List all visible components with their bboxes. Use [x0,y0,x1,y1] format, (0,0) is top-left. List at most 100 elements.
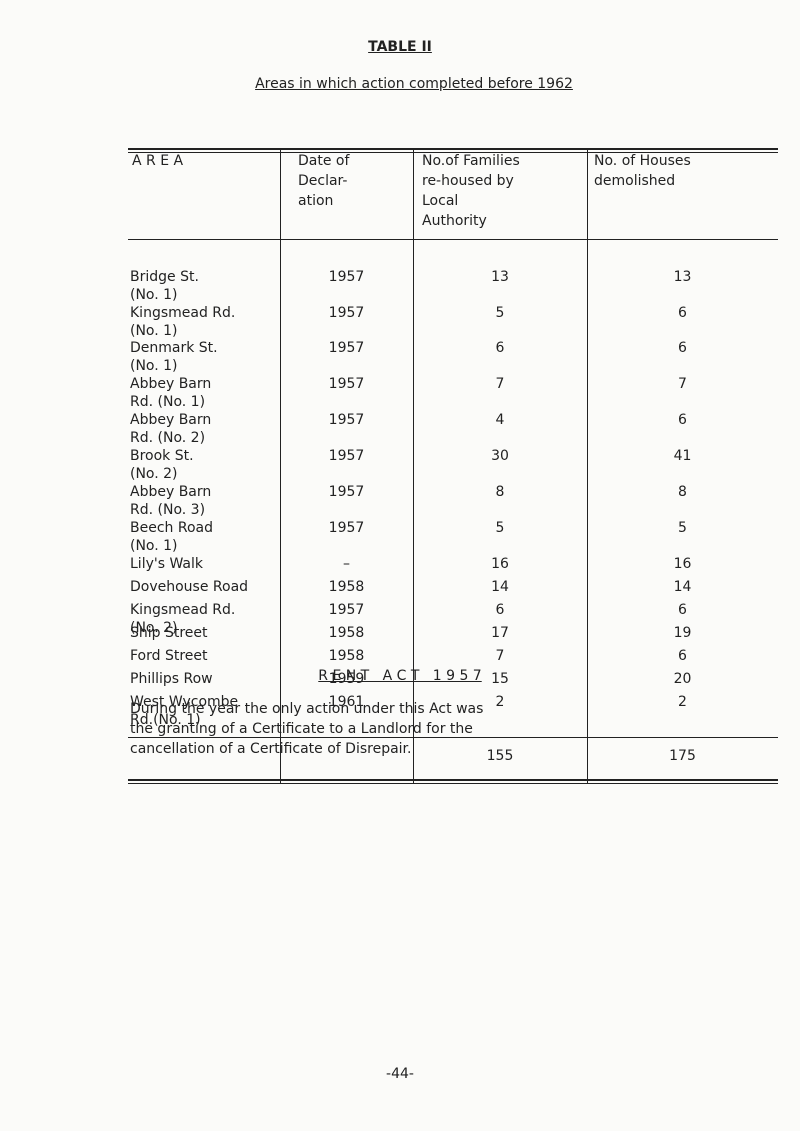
area-cell: (No. 1) [130,538,178,554]
area-cell: West Wycombe [130,694,239,710]
paragraph-line: During the year the only action under th… [130,701,484,717]
rule [128,737,778,738]
area-cell: Abbey Barn [130,412,212,428]
title: TABLE II [368,39,432,55]
houses-cell: 20 [673,671,692,687]
families-cell: 30 [491,448,509,464]
paragraph-line: the granting of a Certificate to a Landl… [130,721,473,737]
column-header: re-housed by [422,173,514,189]
column-header: Date of [298,153,350,169]
total-houses: 175 [669,748,696,764]
houses-cell: 6 [678,305,687,321]
families-cell: 5 [495,305,505,321]
houses-cell: 19 [673,625,692,641]
date-cell: 1957 [328,448,365,464]
area-cell: Bridge St. [130,269,199,285]
date-cell: 1959 [328,671,365,687]
area-cell: Dovehouse Road [130,579,249,595]
families-cell: 4 [495,412,505,428]
date-cell: 1961 [328,694,365,710]
families-cell: 2 [495,694,505,710]
area-cell: Kingsmead Rd. [130,602,236,618]
houses-cell: 6 [678,602,687,618]
families-cell: 6 [495,602,505,618]
date-cell: 1957 [328,520,365,536]
rule [128,783,778,784]
total-families: 155 [486,748,514,764]
houses-cell: 5 [678,520,687,536]
date-cell: 1957 [328,412,365,428]
section-heading: R E N T A C T 1 9 5 7 [318,668,482,684]
houses-cell: 6 [678,340,687,356]
houses-cell: 7 [678,376,687,392]
rule [280,148,281,784]
houses-cell: 13 [673,269,692,285]
families-cell: 17 [491,625,509,641]
paragraph-line: cancellation of a Certificate of Disrepa… [130,741,412,757]
column-header: demolished [594,173,676,189]
date-cell: 1958 [328,579,365,595]
rule [413,148,414,784]
date-cell: – [343,556,350,572]
area-cell: (No. 2) [130,466,178,482]
area-cell: Rd.(No. 1) [130,712,201,728]
area-cell: Abbey Barn [130,484,212,500]
date-cell: 1957 [328,340,365,356]
houses-cell: 2 [678,694,687,710]
area-cell: Rd. (No. 3) [130,502,206,518]
families-cell: 15 [491,671,509,687]
families-cell: 6 [495,340,505,356]
area-cell: (No. 1) [130,323,178,339]
families-cell: 13 [491,269,509,285]
families-cell: 14 [491,579,509,595]
date-cell: 1958 [328,648,365,664]
date-cell: 1957 [328,305,365,321]
families-cell: 5 [495,520,505,536]
area-cell: (No. 2) [130,620,178,636]
column-header: A R E A [132,153,184,169]
rule [280,737,281,784]
rule [128,779,778,781]
area-cell: (No. 1) [130,358,178,374]
houses-cell: 6 [678,412,687,428]
area-cell: Ford Street [130,648,208,664]
families-cell: 7 [495,648,505,664]
area-cell: Denmark St. [130,340,218,356]
rule [128,239,778,240]
families-cell: 16 [491,556,509,572]
area-cell: Rd. (No. 2) [130,430,206,446]
houses-cell: 14 [673,579,692,595]
column-header: Authority [422,213,487,229]
area-cell: (No. 1) [130,287,178,303]
column-header: Declar- [298,173,348,189]
date-cell: 1957 [328,376,365,392]
page-number: -44- [386,1066,414,1082]
subtitle: Areas in which action completed before 1… [255,76,573,92]
area-cell: Lily's Walk [130,556,203,572]
date-cell: 1958 [328,625,365,641]
rule [128,148,778,150]
column-header: No. of Houses [594,153,691,169]
houses-cell: 6 [678,648,687,664]
houses-cell: 41 [673,448,692,464]
families-cell: 7 [495,376,505,392]
area-cell: Ship Street [130,625,208,641]
area-cell: Beech Road [130,520,213,536]
houses-cell: 8 [678,484,687,500]
date-cell: 1957 [328,484,365,500]
rule [128,152,778,153]
area-cell: Phillips Row [130,671,213,687]
column-header: Local [422,193,459,209]
families-cell: 8 [495,484,505,500]
area-cell: Rd. (No. 1) [130,394,206,410]
rule [587,148,588,784]
date-cell: 1957 [328,602,365,618]
date-cell: 1957 [328,269,365,285]
area-cell: Brook St. [130,448,194,464]
column-header: No.of Families [422,153,520,169]
houses-cell: 16 [673,556,692,572]
column-header: ation [298,193,334,209]
area-cell: Kingsmead Rd. [130,305,236,321]
area-cell: Abbey Barn [130,376,212,392]
